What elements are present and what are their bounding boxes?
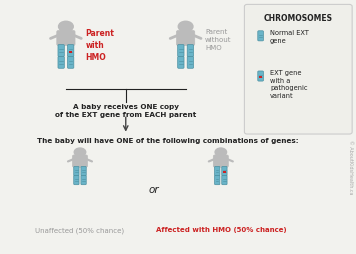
FancyBboxPatch shape [178, 56, 184, 68]
Text: Affected with HMO (50% chance): Affected with HMO (50% chance) [156, 228, 286, 233]
FancyBboxPatch shape [74, 176, 79, 185]
Circle shape [74, 148, 86, 156]
FancyBboxPatch shape [81, 176, 86, 185]
FancyBboxPatch shape [258, 71, 263, 81]
FancyBboxPatch shape [57, 30, 75, 45]
Circle shape [58, 21, 73, 32]
Text: CHROMOSOMES: CHROMOSOMES [264, 14, 333, 23]
Text: © AboutKidsHealth.ca: © AboutKidsHealth.ca [348, 139, 353, 194]
FancyBboxPatch shape [213, 155, 228, 167]
FancyBboxPatch shape [177, 30, 195, 45]
FancyBboxPatch shape [58, 56, 64, 68]
FancyBboxPatch shape [222, 166, 227, 176]
FancyBboxPatch shape [245, 4, 352, 134]
Text: Parent
without
HMO: Parent without HMO [205, 29, 231, 51]
Text: The baby will have ONE of the following combinations of genes:: The baby will have ONE of the following … [37, 138, 299, 144]
Bar [259, 76, 262, 78]
Bar [69, 51, 72, 53]
FancyBboxPatch shape [178, 45, 184, 56]
Text: EXT gene
with a
pathogenic
variant: EXT gene with a pathogenic variant [270, 70, 308, 99]
FancyBboxPatch shape [258, 31, 263, 41]
FancyBboxPatch shape [187, 45, 194, 56]
Circle shape [215, 148, 226, 156]
FancyBboxPatch shape [68, 56, 74, 68]
FancyBboxPatch shape [215, 166, 220, 176]
Text: or: or [148, 185, 159, 195]
FancyBboxPatch shape [81, 166, 86, 176]
Circle shape [178, 21, 193, 32]
FancyBboxPatch shape [222, 176, 227, 185]
Bar [223, 171, 226, 173]
Text: A baby receives ONE copy
of the EXT gene from EACH parent: A baby receives ONE copy of the EXT gene… [55, 104, 197, 118]
FancyBboxPatch shape [74, 166, 79, 176]
Text: Normal EXT
gene: Normal EXT gene [270, 30, 309, 44]
FancyBboxPatch shape [58, 45, 64, 56]
Text: Unaffected (50% chance): Unaffected (50% chance) [36, 228, 125, 234]
FancyBboxPatch shape [73, 155, 88, 167]
FancyBboxPatch shape [187, 56, 194, 68]
FancyBboxPatch shape [215, 176, 220, 185]
FancyBboxPatch shape [68, 45, 74, 56]
Text: Parent
with
HMO: Parent with HMO [85, 29, 114, 62]
